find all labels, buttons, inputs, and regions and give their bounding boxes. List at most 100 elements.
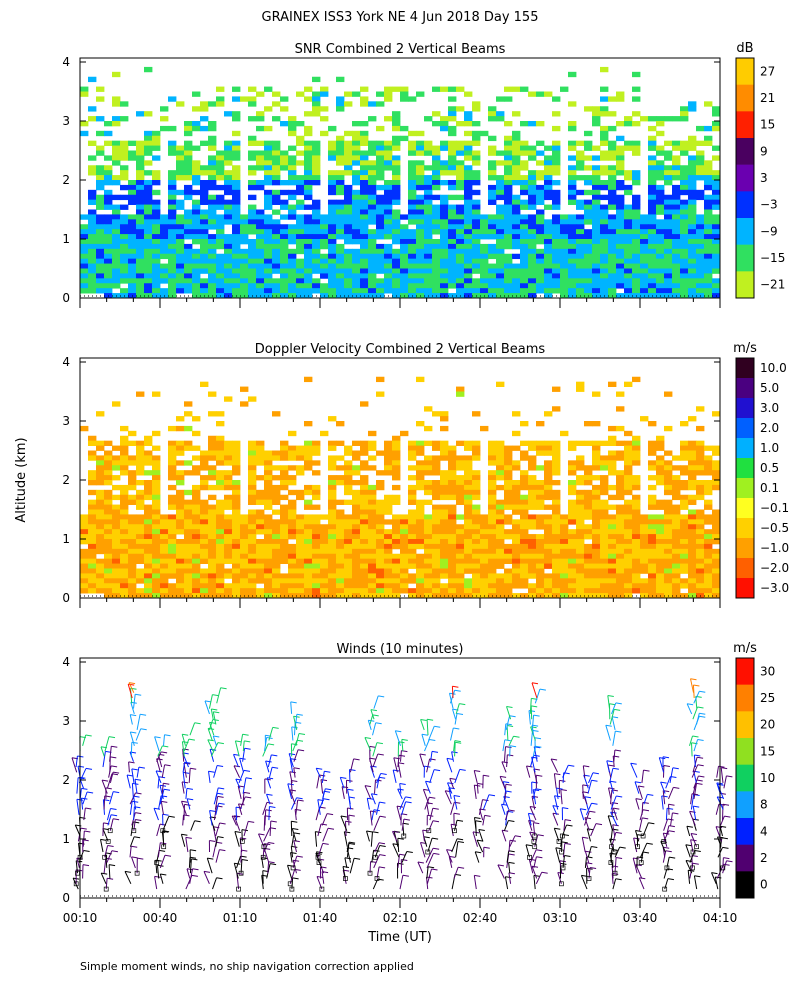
heatmap-cell xyxy=(264,583,272,588)
heatmap-cell xyxy=(520,421,528,426)
heatmap-cell xyxy=(408,146,416,151)
heatmap-cell xyxy=(592,539,600,544)
heatmap-cell xyxy=(512,219,520,224)
heatmap-cell xyxy=(200,244,208,249)
heatmap-cell xyxy=(192,534,200,539)
heatmap-cell xyxy=(536,588,544,593)
heatmap-cell xyxy=(384,470,392,475)
heatmap-cell xyxy=(544,441,552,446)
heatmap-cell xyxy=(136,165,144,170)
heatmap-cell xyxy=(200,165,208,170)
heatmap-cell xyxy=(256,151,264,156)
heatmap-cell xyxy=(184,510,192,515)
wind-barb-flag xyxy=(134,837,140,838)
heatmap-cell xyxy=(256,264,264,269)
heatmap-cell xyxy=(568,573,576,578)
heatmap-cell xyxy=(216,165,224,170)
heatmap-cell xyxy=(248,554,256,559)
heatmap-cell xyxy=(88,490,96,495)
heatmap-cell xyxy=(472,288,480,293)
heatmap-cell xyxy=(224,500,232,505)
heatmap-cell xyxy=(232,534,240,539)
heatmap-cell xyxy=(200,219,208,224)
heatmap-cell xyxy=(480,214,488,219)
heatmap-cell xyxy=(216,441,224,446)
heatmap-cell xyxy=(216,239,224,244)
wind-barb xyxy=(183,815,184,826)
heatmap-cell xyxy=(496,190,504,195)
heatmap-cell xyxy=(384,529,392,534)
heatmap-cell xyxy=(240,549,248,554)
heatmap-cell xyxy=(600,67,608,72)
heatmap-cell xyxy=(624,460,632,465)
heatmap-cell xyxy=(96,411,104,416)
heatmap-cell xyxy=(560,554,568,559)
heatmap-cell xyxy=(384,244,392,249)
heatmap-cell xyxy=(648,214,656,219)
heatmap-cell xyxy=(616,200,624,205)
heatmap-cell xyxy=(560,564,568,569)
heatmap-cell xyxy=(96,195,104,200)
heatmap-cell xyxy=(224,524,232,529)
wind-barb-flag xyxy=(128,684,134,685)
heatmap-cell xyxy=(344,465,352,470)
heatmap-cell xyxy=(232,264,240,269)
heatmap-cell xyxy=(632,214,640,219)
heatmap-cell xyxy=(568,500,576,505)
heatmap-cell xyxy=(176,441,184,446)
heatmap-cell xyxy=(464,465,472,470)
heatmap-cell xyxy=(672,283,680,288)
heatmap-cell xyxy=(672,529,680,534)
heatmap-cell xyxy=(336,269,344,274)
heatmap-cell xyxy=(656,455,664,460)
heatmap-cell xyxy=(544,155,552,160)
heatmap-cell xyxy=(472,451,480,456)
heatmap-cell xyxy=(552,583,560,588)
heatmap-cell xyxy=(400,234,408,239)
heatmap-cell xyxy=(608,151,616,156)
heatmap-cell xyxy=(624,583,632,588)
heatmap-cell xyxy=(256,460,264,465)
heatmap-cell xyxy=(144,224,152,229)
heatmap-cell xyxy=(576,564,584,569)
heatmap-cell xyxy=(112,210,120,215)
heatmap-cell xyxy=(616,249,624,254)
heatmap-cell xyxy=(536,121,544,126)
heatmap-cell xyxy=(704,490,712,495)
heatmap-cell xyxy=(632,146,640,151)
heatmap-cell xyxy=(128,455,136,460)
heatmap-cell xyxy=(520,165,528,170)
heatmap-cell xyxy=(592,446,600,451)
heatmap-cell xyxy=(536,210,544,215)
heatmap-cell xyxy=(664,573,672,578)
heatmap-cell xyxy=(560,578,568,583)
heatmap-cell xyxy=(272,249,280,254)
heatmap-cell xyxy=(208,465,216,470)
heatmap-cell xyxy=(88,436,96,441)
heatmap-cell xyxy=(296,239,304,244)
heatmap-cell xyxy=(96,529,104,534)
heatmap-cell xyxy=(568,470,576,475)
heatmap-cell xyxy=(536,451,544,456)
heatmap-cell xyxy=(464,180,472,185)
heatmap-cell xyxy=(592,495,600,500)
heatmap-cell xyxy=(472,539,480,544)
heatmap-cell xyxy=(216,583,224,588)
heatmap-cell xyxy=(368,239,376,244)
heatmap-cell xyxy=(184,569,192,574)
heatmap-cell xyxy=(248,588,256,593)
heatmap-cell xyxy=(456,195,464,200)
heatmap-cell xyxy=(416,519,424,524)
heatmap-cell xyxy=(208,195,216,200)
heatmap-cell xyxy=(624,214,632,219)
heatmap-cell xyxy=(192,224,200,229)
heatmap-cell xyxy=(192,500,200,505)
heatmap-cell xyxy=(328,475,336,480)
heatmap-cell xyxy=(504,534,512,539)
heatmap-cell xyxy=(648,421,656,426)
heatmap-cell xyxy=(592,210,600,215)
heatmap-cell xyxy=(560,288,568,293)
heatmap-cell xyxy=(336,101,344,106)
heatmap-cell xyxy=(96,500,104,505)
heatmap-cell xyxy=(280,239,288,244)
